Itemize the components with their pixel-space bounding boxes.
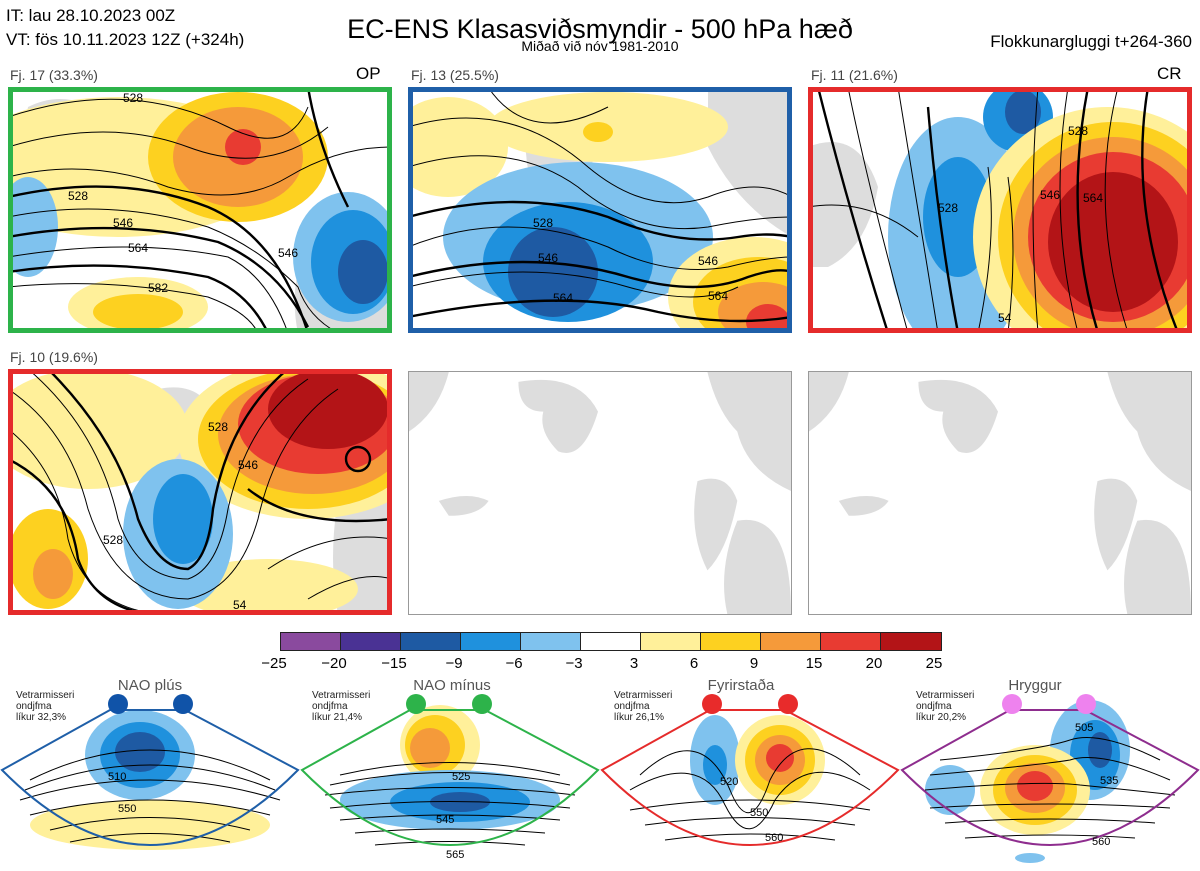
regime-marker-dot <box>173 694 193 714</box>
cluster-map-4: 528 546 528 54 <box>8 369 392 615</box>
colorbar-segment <box>520 632 581 651</box>
regime-info: Vetrarmisseri ondjfma líkur 26,1% <box>614 690 673 723</box>
contour-label: 535 <box>1100 775 1118 787</box>
contour-label: 546 <box>698 254 718 268</box>
colorbar-tick: 20 <box>865 655 883 672</box>
contour-label: 510 <box>108 771 126 783</box>
contour-label: 528 <box>123 91 143 105</box>
contour-label: 560 <box>765 832 783 844</box>
contour-label: 528 <box>103 533 123 547</box>
empty-map-5 <box>408 371 792 615</box>
panel-1-tag: OP <box>356 64 381 83</box>
colorbar-tick: 6 <box>689 655 699 672</box>
contour-label: 520 <box>720 776 738 788</box>
contour-label: 525 <box>452 771 470 783</box>
colorbar-segment <box>700 632 761 651</box>
colorbar-segment <box>880 632 942 651</box>
contour-label: 564 <box>128 241 148 255</box>
colorbar-tick: 9 <box>749 655 759 672</box>
regime-title: NAO plús <box>117 677 183 694</box>
panel-2-label: Fj. 13 (25.5%) <box>411 67 499 83</box>
contour-label: 546 <box>113 216 133 230</box>
contour-label: 54 <box>233 598 247 612</box>
regime-info: Vetrarmisseri ondjfma líkur 21,4% <box>312 690 371 723</box>
regime-info: Vetrarmisseri ondjfma líkur 32,3% <box>16 690 75 723</box>
contour-label: 546 <box>538 251 558 265</box>
empty-map-6 <box>808 371 1192 615</box>
contour-label: 582 <box>148 281 168 295</box>
page-title: EC-ENS Klasasviðsmyndir - 500 hPa hæð <box>347 14 853 44</box>
contour-label: 54 <box>998 311 1012 325</box>
regime-marker-dot <box>1076 694 1096 714</box>
colorbar-segment <box>460 632 521 651</box>
contour-label: 564 <box>708 289 728 303</box>
contour-label: 564 <box>1083 191 1103 205</box>
colorbar-segment <box>340 632 401 651</box>
valid-time: VT: fös 10.11.2023 12Z (+324h) <box>6 30 245 49</box>
contour-label: 550 <box>118 803 136 815</box>
colorbar-tick: −20 <box>321 655 347 672</box>
colorbar-tick: 15 <box>805 655 823 672</box>
contour-label: 528 <box>1068 124 1088 138</box>
regime-marker-dot <box>1002 694 1022 714</box>
cluster-map-3: 528 546 564 528 54 <box>808 87 1192 333</box>
contour-label: 528 <box>68 189 88 203</box>
colorbar-segment <box>280 632 341 651</box>
contour-label: 545 <box>436 814 454 826</box>
contour-label: 528 <box>938 201 958 215</box>
panel-1-label: Fj. 17 (33.3%) <box>10 67 98 83</box>
contour-label: 546 <box>238 458 258 472</box>
regime-marker-dot <box>778 694 798 714</box>
colorbar-tick: −9 <box>445 655 463 672</box>
contour-label: 546 <box>1040 188 1060 202</box>
contour-label: 550 <box>750 807 768 819</box>
colorbar-tick: −3 <box>565 655 583 672</box>
cluster-map-2: 528 546 564 546 564 <box>408 87 792 333</box>
initial-time: IT: lau 28.10.2023 00Z <box>6 6 176 25</box>
colorbar-segment <box>760 632 821 651</box>
panel-4-label: Fj. 10 (19.6%) <box>10 349 98 365</box>
contour-label: 528 <box>208 420 228 434</box>
regime-marker-dot <box>406 694 426 714</box>
colorbar-tick: 25 <box>925 655 943 672</box>
classification-window: Flokkunargluggi t+264-360 <box>990 32 1192 51</box>
contour-label: 564 <box>553 291 573 305</box>
regime-title: Hryggur <box>1008 677 1062 694</box>
colorbar-tick: 3 <box>629 655 639 672</box>
colorbar-tick: −15 <box>381 655 407 672</box>
colorbar-segment <box>640 632 701 651</box>
colorbar-tick: −6 <box>505 655 523 672</box>
contour-label: 560 <box>1092 836 1110 848</box>
regime-marker-dot <box>702 694 722 714</box>
colorbar-segment <box>580 632 641 651</box>
contour-label: 528 <box>533 216 553 230</box>
regime-marker-dot <box>108 694 128 714</box>
page-subtitle: Miðað við nóv 1981-2010 <box>521 38 679 54</box>
contour-label: 546 <box>278 246 298 260</box>
regime-info: Vetrarmisseri ondjfma líkur 20,2% <box>916 690 975 723</box>
cluster-map-1: 528 546 564 582 528 546 <box>8 87 392 333</box>
contour-label: 565 <box>446 849 464 861</box>
panel-3-label: Fj. 11 (21.6%) <box>811 67 898 83</box>
regime-title: NAO mínus <box>413 677 491 694</box>
contour-label: 505 <box>1075 722 1093 734</box>
colorbar-segment <box>820 632 881 651</box>
colorbar-segment <box>400 632 461 651</box>
colorbar-tick: −25 <box>261 655 287 672</box>
panel-3-tag: CR <box>1157 64 1182 83</box>
regime-title: Fyrirstaða <box>707 677 775 694</box>
regime-marker-dot <box>472 694 492 714</box>
